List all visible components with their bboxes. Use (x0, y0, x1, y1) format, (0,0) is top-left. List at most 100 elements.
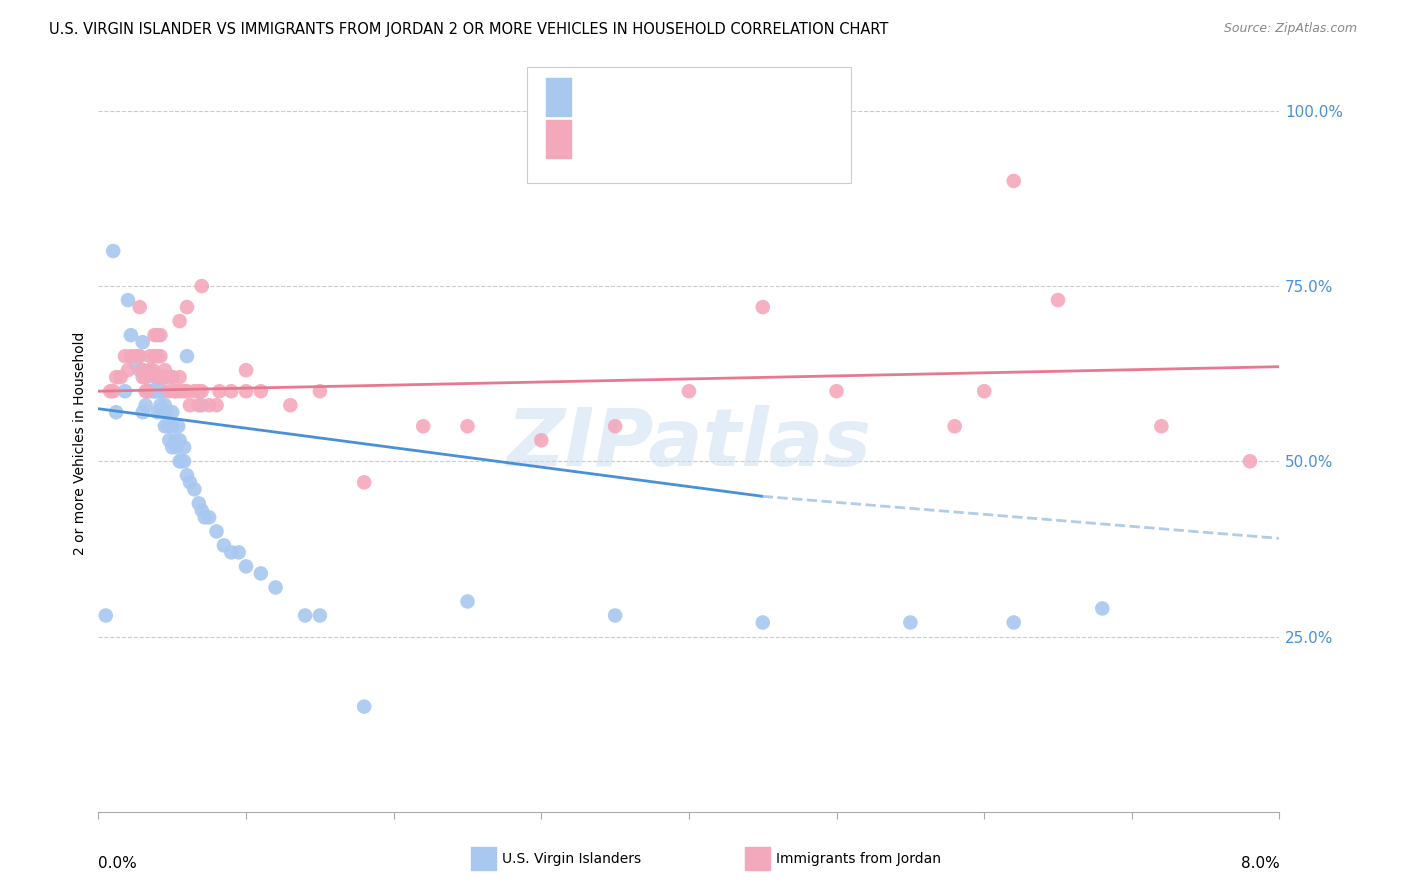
Point (191, 279, 214, 293)
Point (146, 328, 169, 343)
Point (191, 398, 214, 412)
Point (94, 608, 117, 623)
Point (149, 370, 172, 384)
Point (155, 405, 177, 419)
Point (179, 475, 201, 490)
Point (165, 384, 187, 399)
Text: R =: R = (582, 90, 616, 104)
Point (176, 468, 198, 483)
Point (135, 370, 157, 384)
Point (136, 384, 159, 399)
Point (605, 608, 627, 623)
Point (139, 384, 162, 399)
Point (150, 370, 173, 384)
Y-axis label: 2 or more Vehicles in Household: 2 or more Vehicles in Household (73, 332, 87, 556)
Point (678, 384, 700, 399)
Point (191, 503, 214, 517)
Point (169, 434, 191, 448)
Point (973, 384, 995, 399)
Point (530, 434, 553, 448)
Point (139, 363, 162, 377)
Point (120, 349, 142, 363)
Point (309, 384, 332, 399)
Point (1002, 615, 1025, 630)
Text: ZIPatlas: ZIPatlas (506, 405, 872, 483)
Point (212, 538, 235, 552)
Point (169, 370, 191, 384)
Text: 8.0%: 8.0% (1240, 856, 1279, 871)
Text: U.S. Virgin Islanders: U.S. Virgin Islanders (502, 852, 641, 865)
Point (103, 384, 125, 399)
Point (128, 363, 150, 377)
Point (105, 405, 128, 419)
Point (280, 398, 302, 412)
Point (353, 475, 375, 490)
Point (169, 454, 191, 468)
Point (143, 328, 166, 343)
Point (173, 440, 195, 454)
Point (176, 349, 198, 363)
Point (412, 419, 434, 434)
Point (105, 370, 128, 384)
Point (156, 419, 179, 434)
Point (152, 384, 174, 399)
Point (127, 349, 149, 363)
Point (143, 349, 166, 363)
Point (198, 398, 221, 412)
Point (191, 384, 214, 399)
Text: -0.139: -0.139 (621, 90, 676, 104)
Point (176, 384, 198, 399)
Point (135, 398, 157, 412)
Point (221, 545, 243, 559)
Point (1239, 454, 1261, 468)
Point (157, 434, 180, 448)
Point (114, 384, 136, 399)
Text: 0.032: 0.032 (621, 132, 669, 146)
Point (110, 370, 132, 384)
Point (114, 349, 136, 363)
Point (149, 398, 172, 412)
Point (162, 419, 183, 434)
Point (142, 384, 165, 399)
Point (146, 384, 169, 399)
Point (98, 384, 121, 399)
Point (153, 398, 176, 412)
Point (165, 434, 187, 448)
Point (128, 300, 150, 314)
Point (142, 363, 165, 377)
Point (152, 370, 174, 384)
Point (166, 440, 188, 454)
Point (149, 384, 172, 399)
Point (132, 405, 155, 419)
Point (157, 419, 180, 434)
Point (943, 419, 966, 434)
Text: 72: 72 (723, 90, 744, 104)
Point (167, 419, 190, 434)
Point (162, 440, 183, 454)
Point (187, 496, 209, 510)
Point (179, 398, 201, 412)
Point (124, 356, 146, 370)
Point (149, 370, 172, 384)
Point (162, 370, 183, 384)
Point (250, 384, 273, 399)
Point (194, 510, 217, 524)
Point (139, 363, 162, 377)
Point (150, 405, 173, 419)
Point (1046, 293, 1070, 307)
Point (1091, 601, 1114, 615)
Point (146, 370, 169, 384)
Point (117, 363, 139, 377)
Point (153, 370, 176, 384)
Point (152, 370, 174, 384)
Text: N =: N = (683, 90, 727, 104)
Point (264, 581, 287, 595)
Point (117, 293, 139, 307)
Point (221, 384, 243, 399)
Point (146, 349, 169, 363)
Point (103, 244, 125, 258)
Point (176, 300, 198, 314)
Point (169, 314, 191, 328)
Point (208, 384, 231, 399)
Point (132, 335, 155, 350)
